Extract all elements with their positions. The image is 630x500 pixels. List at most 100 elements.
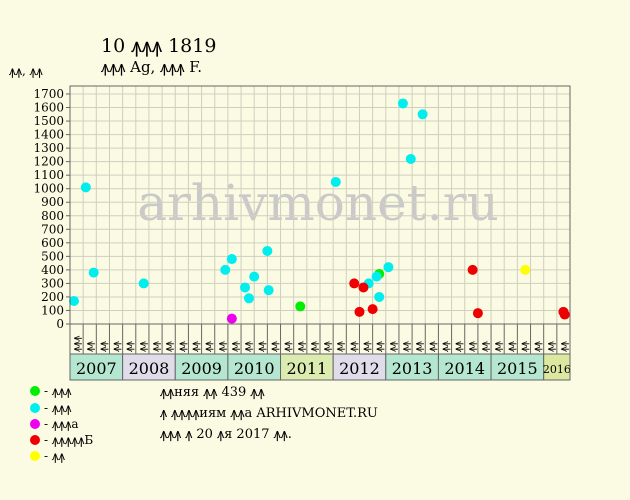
data-point	[243, 293, 254, 304]
y-tick-label: 1200	[33, 155, 64, 169]
period-label: ꙟꙟ	[453, 341, 464, 352]
data-point	[249, 271, 260, 282]
period-label: ꙟꙟ	[479, 341, 490, 352]
y-tick-label: 1500	[33, 114, 64, 128]
y-tick-label: 700	[41, 222, 64, 236]
period-label: ꙟꙟ	[203, 341, 214, 352]
period-label: ꙟꙟ	[308, 341, 319, 352]
y-tick-label: 1700	[33, 87, 64, 101]
period-label: ꙟꙟ	[229, 341, 240, 352]
period-label: ꙟꙟ	[519, 341, 530, 352]
data-point	[88, 267, 99, 278]
data-point	[226, 313, 237, 324]
year-label: 2007	[76, 359, 117, 378]
footer-source: ꙟ ꙟꙟꙟꙟиям ꙟꙟа ARHIVMONET.RU	[160, 406, 378, 421]
period-label: ꙟꙟ	[387, 341, 398, 352]
year-label: 2010	[234, 359, 275, 378]
data-point	[240, 282, 250, 293]
period-label: ꙟꙟ	[401, 341, 412, 352]
period-label: ꙟꙟ	[440, 341, 451, 352]
legend-label: - ꙟꙟꙟꙟꙟБ	[44, 433, 94, 447]
watermark: arhivmonet.ru	[137, 174, 499, 232]
period-label: ꙟꙟ	[348, 341, 359, 352]
data-point	[138, 278, 149, 289]
legend-item: - ꙟꙟꙟа	[30, 416, 79, 432]
plot-border	[69, 85, 571, 381]
period-label: ꙟꙟ	[322, 341, 333, 352]
legend-label: - ꙟꙟ	[44, 449, 65, 463]
year-label: 2011	[286, 359, 327, 378]
grid-lines	[69, 86, 571, 325]
y-axis: 0100200300400500600700800900100011001200…	[33, 87, 70, 331]
legend-swatch	[30, 451, 40, 461]
period-label: ꙟꙟ	[466, 341, 477, 352]
period-label: ꙟꙟ	[243, 341, 254, 352]
period-label: ꙟꙟ	[269, 341, 280, 352]
period-label: ꙟꙟ	[374, 341, 385, 352]
period-label: ꙟꙟ	[532, 341, 543, 352]
data-point	[295, 301, 306, 312]
data-point	[405, 153, 416, 164]
data-point	[262, 245, 273, 256]
data-point	[520, 264, 531, 275]
year-label: 2012	[339, 359, 380, 378]
data-point	[467, 264, 478, 275]
year-cell	[543, 353, 571, 381]
data-point	[80, 182, 91, 193]
year-label: 2008	[129, 359, 170, 378]
data-points	[68, 98, 570, 324]
data-point	[68, 296, 79, 306]
y-tick-label: 900	[41, 195, 64, 209]
legend-swatch	[30, 386, 40, 396]
data-point	[559, 309, 570, 320]
data-point	[367, 304, 378, 315]
data-point	[397, 98, 408, 109]
period-label: ꙟꙟ	[177, 341, 188, 352]
footer-average-price: ꙟꙟняя ꙟꙟ 439 ꙟꙟ	[160, 385, 265, 400]
data-point	[263, 285, 274, 296]
year-cell	[437, 353, 492, 381]
year-label: 2009	[181, 359, 222, 378]
period-label: ꙟꙟ	[335, 341, 346, 352]
legend-label: - ꙟꙟꙟ	[44, 384, 72, 398]
data-point	[371, 271, 382, 282]
period-label: ꙟꙟ	[111, 341, 122, 352]
legend-item: - ꙟꙟꙟꙟꙟБ	[30, 432, 93, 448]
year-row: 2007 2008 2009 2010 2011 2012 2013 2014 2015 2016	[69, 353, 571, 381]
y-tick-label: 300	[41, 276, 64, 290]
data-point	[472, 308, 483, 319]
period-row: ꙟꙟꙟ ꙟꙟ ꙟꙟ ꙟꙟ ꙟꙟ ꙟꙟ ꙟꙟ ꙟꙟ ꙟꙟ ꙟꙟ ꙟꙟ ꙟꙟ ꙟꙟ ꙟꙟ ꙟꙟ ꙟꙟ ꙟꙟ ꙟꙟ ꙟꙟ ꙟ…	[69, 323, 570, 355]
year-label: 2014	[444, 359, 485, 378]
legend-label: - ꙟꙟꙟ	[44, 401, 72, 415]
year-label: 2016	[543, 363, 571, 376]
period-label: ꙟꙟ	[151, 341, 162, 352]
year-label: 2013	[392, 359, 433, 378]
y-tick-label: 400	[41, 263, 64, 277]
y-axis-label: ꙟꙟ, ꙟꙟ	[9, 64, 43, 78]
y-tick-label: 1100	[33, 168, 64, 182]
chart-title: 10 ꙟꙟꙟ 1819	[101, 35, 217, 57]
data-point	[417, 109, 428, 120]
period-label: ꙟꙟ	[414, 341, 425, 352]
period-label: ꙟꙟ	[427, 341, 438, 352]
period-label: ꙟꙟ	[98, 341, 109, 352]
data-point	[358, 282, 369, 293]
legend-item: - ꙟꙟꙟ	[30, 400, 71, 416]
legend-item: - ꙟꙟ	[30, 448, 65, 464]
period-label: ꙟꙟ	[545, 341, 556, 352]
period-label: ꙟꙟ	[506, 341, 517, 352]
period-label: ꙟꙟ	[493, 341, 504, 352]
data-point	[220, 264, 231, 275]
period-label: ꙟꙟ	[558, 341, 569, 352]
chart-subtitle: ꙟꙟꙟ Ag, ꙟꙟꙟ F.	[101, 58, 203, 76]
legend-swatch	[30, 419, 40, 429]
y-tick-label: 100	[41, 303, 64, 317]
period-label: ꙟꙟ	[295, 341, 306, 352]
legend-swatch	[30, 435, 40, 445]
period-label: ꙟꙟ	[137, 341, 148, 352]
period-label: ꙟꙟ	[282, 341, 293, 352]
footer-date: ꙟꙟꙟ ꙟ 20 ꙟя 2017 ꙟꙟ.	[160, 427, 292, 442]
y-tick-label: 500	[41, 249, 64, 263]
year-cell	[69, 353, 124, 381]
